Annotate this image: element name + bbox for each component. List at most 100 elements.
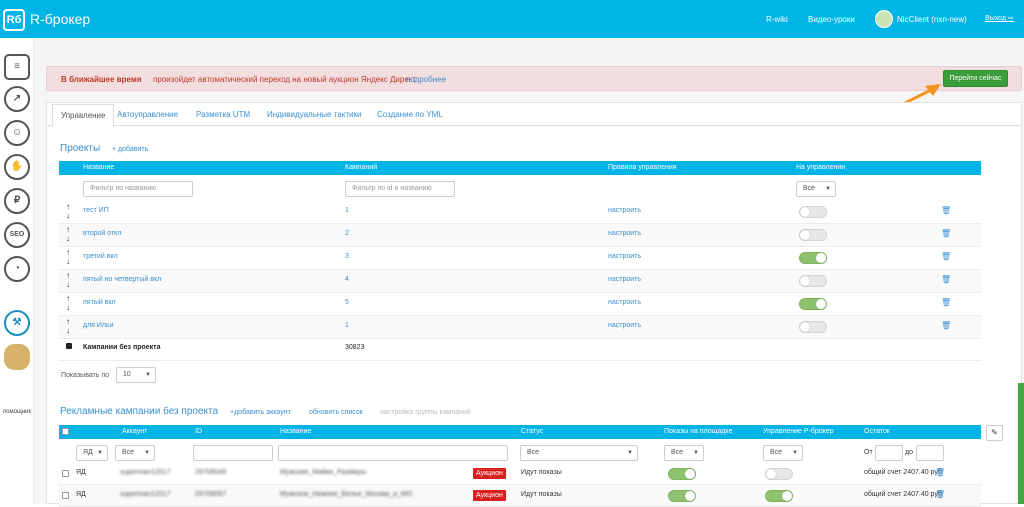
document-icon[interactable]: ≡ (4, 54, 30, 80)
project-campaign-count[interactable]: 1 (345, 207, 349, 214)
hammer-icon[interactable]: ⚒ (4, 310, 30, 336)
project-name-link[interactable]: пятый вкл (83, 299, 116, 306)
user-avatar[interactable] (875, 10, 893, 28)
trash-icon[interactable]: 🗑 (941, 298, 952, 307)
col-id[interactable]: ID (195, 428, 202, 435)
project-rule-link[interactable]: настроить (608, 230, 642, 237)
project-rule-link[interactable]: настроить (608, 299, 642, 306)
project-rule-link[interactable]: настроить (608, 276, 642, 283)
group-settings-link[interactable]: настройка группы кампаний (380, 409, 471, 416)
nav-video-link[interactable]: Видео-уроки (808, 15, 855, 24)
filter-shows-select[interactable]: Все ▼ (664, 445, 704, 461)
project-name-link[interactable]: тест ИП (83, 207, 109, 214)
project-name-link[interactable]: второй откл (83, 230, 122, 237)
ruble-icon[interactable]: ₽ (4, 188, 30, 214)
shows-toggle[interactable] (668, 468, 696, 480)
col-camp-name[interactable]: Название (280, 428, 312, 435)
project-campaign-count[interactable]: 2 (345, 230, 349, 237)
tab-auto-management[interactable]: Автоуправление (117, 110, 179, 119)
project-campaign-count[interactable]: 1 (345, 322, 349, 329)
project-campaign-count[interactable]: 5 (345, 299, 349, 306)
filter-name-input[interactable]: Фильтр по названию (83, 181, 193, 197)
assistant-label[interactable]: помощник (2, 409, 32, 415)
filter-account-all-select[interactable]: Все ▼ (115, 445, 155, 461)
trash-icon[interactable]: 🗑 (941, 229, 952, 238)
filter-account-select[interactable]: ЯД ▼ (76, 445, 108, 461)
edit-pencil-icon[interactable]: ✎ (986, 425, 1003, 441)
trash-icon[interactable]: 🗑 (935, 468, 946, 477)
rbroker-toggle[interactable] (765, 468, 793, 480)
assistant-avatar-icon[interactable] (4, 344, 30, 370)
trash-icon[interactable]: 🗑 (941, 206, 952, 215)
logout-link[interactable]: Выход ⇨ (985, 15, 1014, 22)
add-project-link[interactable]: + добавить (112, 146, 149, 153)
project-name-link[interactable]: третий вкл (83, 253, 118, 260)
refresh-list-link[interactable]: обновить список (309, 409, 363, 416)
managed-toggle[interactable] (799, 252, 827, 264)
nav-wiki-link[interactable]: R-wiki (766, 15, 788, 24)
tab-utm[interactable]: Разметка UTM (196, 110, 251, 119)
trash-icon[interactable]: 🗑 (941, 252, 952, 261)
alert-more-link[interactable]: подробнее (406, 75, 447, 84)
tab-create-yml[interactable]: Создание по YML (377, 110, 443, 119)
col-status[interactable]: Статус (521, 428, 544, 435)
add-account-link[interactable]: +добавить аккаунт (230, 409, 291, 416)
project-campaign-count[interactable]: 3 (345, 253, 349, 260)
tab-individual-tactics[interactable]: Индивидуальные тактики (267, 110, 362, 119)
sort-arrows-icon[interactable]: ↑ ↓ (66, 271, 70, 289)
filter-to-input[interactable] (916, 445, 944, 461)
filter-rbroker-select[interactable]: Все ▼ (763, 445, 803, 461)
page-scrollbar[interactable] (1018, 383, 1024, 504)
project-rule-link[interactable]: настроить (608, 207, 642, 214)
filter-campaign-id-input[interactable] (193, 445, 273, 461)
col-account[interactable]: Аккаунт (122, 428, 148, 435)
user-name[interactable]: NicClient (nxn-new) (897, 15, 967, 24)
select-all-checkbox[interactable] (62, 428, 69, 435)
project-rule-link[interactable]: настроить (608, 253, 642, 260)
brand-name[interactable]: R-брокер (30, 11, 91, 27)
col-balance[interactable]: Остаток (864, 428, 890, 435)
managed-toggle[interactable] (799, 321, 827, 333)
tab-management[interactable]: Управление (52, 104, 115, 127)
rbroker-toggle[interactable] (765, 490, 793, 502)
sort-arrows-icon[interactable]: ↑ ↓ (66, 317, 70, 335)
trash-icon[interactable]: 🗑 (935, 490, 946, 499)
col-shows[interactable]: Показы на площадке (664, 428, 733, 435)
filter-id-input[interactable]: Фильтр по id и названию (345, 181, 455, 197)
seo-icon[interactable]: SEO (4, 222, 30, 248)
trash-icon[interactable]: 🗑 (941, 321, 952, 330)
logo-icon[interactable]: Rб (3, 9, 25, 31)
sort-arrows-icon[interactable]: ↑ ↓ (66, 294, 70, 312)
project-rule-link[interactable]: настроить (608, 322, 642, 329)
sort-arrows-icon[interactable]: ↑ ↓ (66, 225, 70, 243)
speedometer-icon[interactable]: ◔ (4, 256, 30, 282)
filter-campaign-name-input[interactable] (278, 445, 508, 461)
campaign-name-link[interactable]: Мужские_Майки_Размеры (280, 469, 367, 476)
shows-toggle[interactable] (668, 490, 696, 502)
managed-toggle[interactable] (799, 275, 827, 287)
campaign-checkbox[interactable] (62, 492, 69, 499)
sort-arrows-icon[interactable]: ↑ ↓ (66, 248, 70, 266)
col-campaigns[interactable]: Кампаний (345, 164, 378, 171)
managed-toggle[interactable] (799, 298, 827, 310)
managed-toggle[interactable] (799, 206, 827, 218)
chart-icon[interactable]: ↗ (4, 86, 30, 112)
sort-arrows-icon[interactable]: ↑ ↓ (66, 202, 70, 220)
filter-status-select[interactable]: Все ▼ (520, 445, 638, 461)
col-name[interactable]: Название (83, 164, 115, 171)
filter-managed-select[interactable]: Все ▼ (796, 181, 836, 197)
project-name-link[interactable]: пятый но четвертый вкл (83, 276, 162, 283)
per-page-select[interactable]: 10 ▼ (116, 367, 156, 383)
col-rbroker[interactable]: Управление Р-брокер (763, 428, 834, 435)
thumbs-up-icon[interactable]: ✋ (4, 154, 30, 180)
campaign-name-link[interactable]: Мужское_Нижнее_Белье_Москва_и_МО (280, 491, 413, 498)
project-campaign-count[interactable]: 4 (345, 276, 349, 283)
campaign-checkbox[interactable] (62, 470, 69, 477)
project-name-link[interactable]: для Ильи (83, 322, 114, 329)
col-managed[interactable]: На управлении (796, 164, 846, 171)
user-icon[interactable]: ☺ (4, 120, 30, 146)
switch-now-button[interactable]: Перейти сейчас (943, 70, 1008, 87)
trash-icon[interactable]: 🗑 (941, 275, 952, 284)
filter-from-input[interactable] (875, 445, 903, 461)
managed-toggle[interactable] (799, 229, 827, 241)
